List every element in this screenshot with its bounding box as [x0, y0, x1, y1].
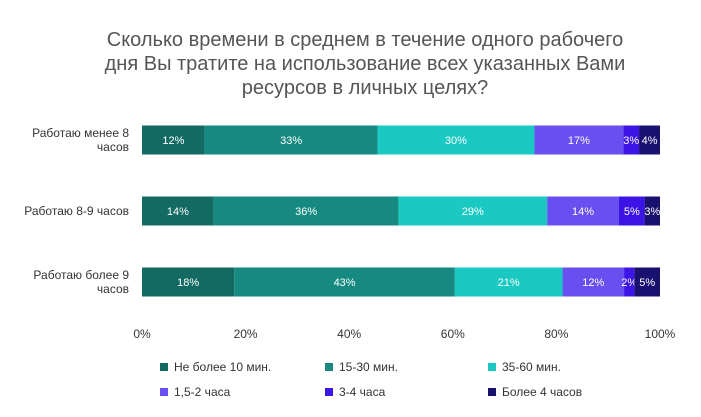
legend-swatch	[160, 388, 168, 396]
bar-segment	[234, 267, 455, 297]
chart-title-line-2: дня Вы тратите на использование всех ука…	[104, 53, 626, 75]
bar-segment	[618, 196, 645, 226]
bar-segment	[624, 267, 635, 297]
bar-segment	[639, 125, 660, 155]
x-tick-label: 40%	[337, 327, 361, 341]
chart-title-line-3: ресурсов в личных целях?	[241, 77, 489, 99]
legend-item: 15-30 мин.	[325, 360, 398, 374]
data-label: 5%	[639, 277, 655, 289]
bar-segment	[142, 267, 235, 297]
bar-segment	[634, 267, 660, 297]
x-tick-label: 80%	[544, 327, 568, 341]
bar-segment	[213, 196, 399, 226]
legend-label: 15-30 мин.	[339, 360, 398, 374]
x-tick-label: 0%	[133, 327, 151, 341]
bar-segment	[623, 125, 640, 155]
data-label: 14%	[167, 206, 189, 218]
legend-item: 1,5-2 часа	[160, 385, 230, 399]
bar-segment	[398, 196, 548, 226]
x-tick-label: 60%	[441, 327, 465, 341]
bar-segment	[454, 267, 563, 297]
category-label: Работаю менее 8 часов	[32, 126, 129, 154]
legend-label: Более 4 часов	[502, 385, 583, 399]
data-label: 43%	[334, 277, 356, 289]
bar-segment	[377, 125, 535, 155]
bar-segment	[534, 125, 624, 155]
data-label: 33%	[280, 135, 302, 147]
legend-item: 3-4 часа	[325, 385, 385, 399]
legend-swatch	[325, 388, 333, 396]
chart-title-line-1: Сколько времени в среднем в течение одно…	[106, 29, 624, 51]
data-label: 2%	[621, 277, 637, 289]
category-label: Работаю более 9 часов	[33, 268, 129, 296]
x-tick-label: 20%	[234, 327, 258, 341]
data-label: 12%	[582, 277, 604, 289]
legend-label: Не более 10 мин.	[174, 360, 272, 374]
data-label: 12%	[162, 135, 184, 147]
data-label: 21%	[498, 277, 520, 289]
data-label: 4%	[642, 135, 658, 147]
legend-swatch	[325, 363, 333, 371]
bar-segment	[142, 196, 214, 226]
bar-segment	[562, 267, 625, 297]
data-label: 30%	[445, 135, 467, 147]
legend-item: Более 4 часов	[488, 385, 582, 399]
legend-item: 35-60 мин.	[488, 360, 561, 374]
data-label: 14%	[572, 206, 594, 218]
data-label: 3%	[623, 135, 639, 147]
data-label: 36%	[295, 206, 317, 218]
legend-label: 1,5-2 часа	[174, 385, 231, 399]
chart-title: Сколько времени в среднем в течение одно…	[0, 28, 701, 100]
data-label: 3%	[644, 206, 660, 218]
data-label: 29%	[462, 206, 484, 218]
legend-label: 35-60 мин.	[502, 360, 561, 374]
bar-segment	[644, 196, 660, 226]
data-label: 17%	[568, 135, 590, 147]
data-label: 18%	[177, 277, 199, 289]
data-label: 5%	[624, 206, 640, 218]
bar-segment	[547, 196, 619, 226]
legend-swatch	[488, 363, 496, 371]
bar-segment	[204, 125, 378, 155]
category-label: Работаю 8-9 часов	[24, 204, 129, 218]
x-tick-label: 100%	[645, 327, 676, 341]
legend-item: Не более 10 мин.	[160, 360, 271, 374]
legend-swatch	[160, 363, 168, 371]
bar-segment	[142, 125, 205, 155]
legend-label: 3-4 часа	[339, 385, 386, 399]
legend-swatch	[488, 388, 496, 396]
